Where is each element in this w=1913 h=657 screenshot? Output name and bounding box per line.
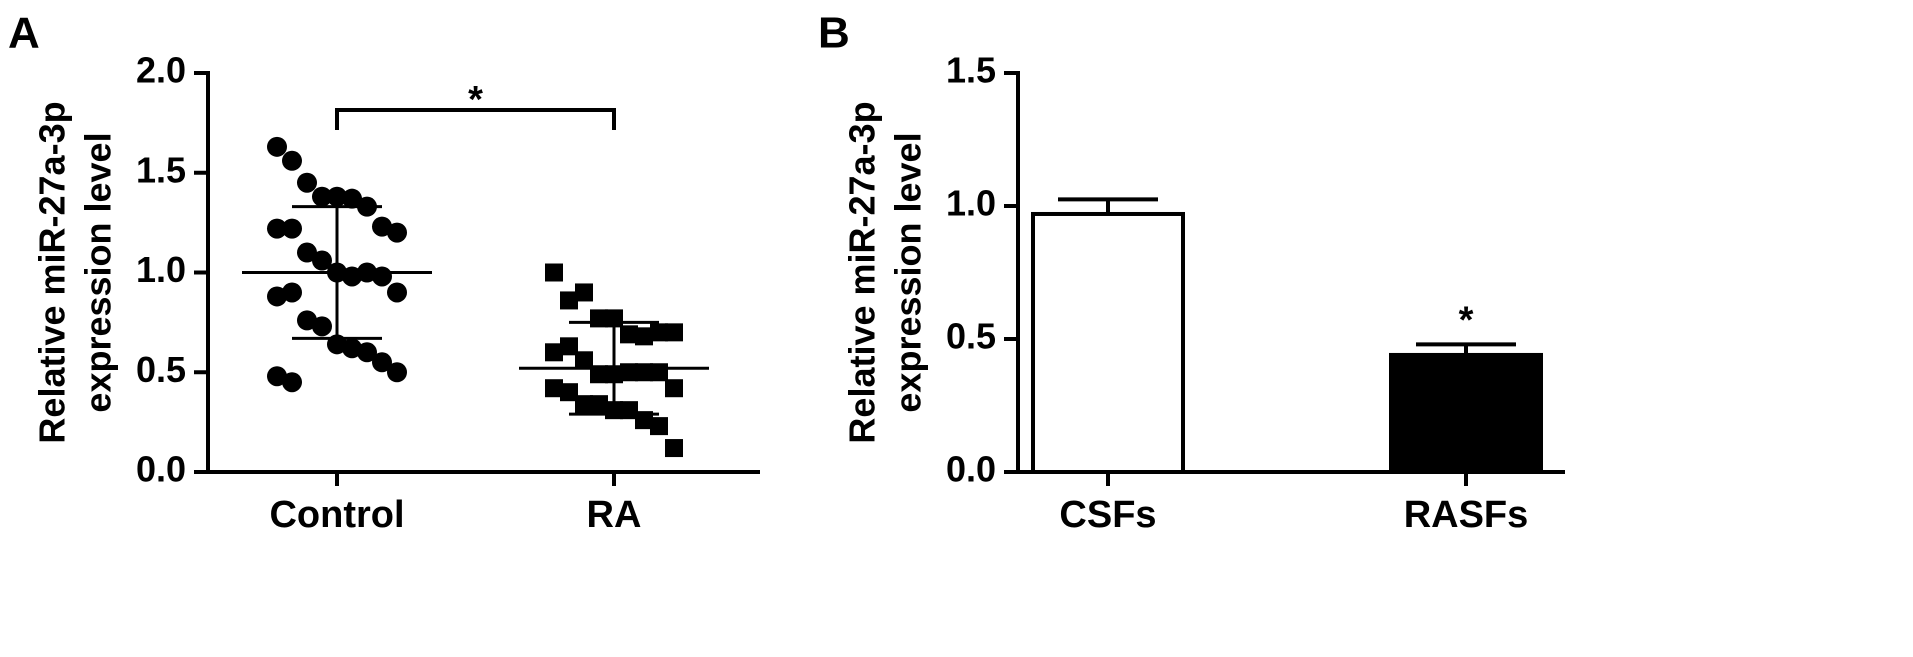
data-point <box>297 172 317 193</box>
y-axis-label: Relative miR-27a-3p <box>32 101 73 443</box>
data-point <box>282 218 302 239</box>
y-tick-label: 2.0 <box>136 50 186 91</box>
y-axis-label: expression level <box>78 132 119 412</box>
data-point <box>312 186 332 207</box>
data-point <box>312 250 332 271</box>
data-point <box>342 338 362 359</box>
data-point <box>620 325 638 344</box>
data-point <box>387 362 407 383</box>
significance-mark: * <box>1459 299 1474 341</box>
data-point <box>282 282 302 303</box>
data-point <box>282 150 302 171</box>
x-tick-label: RA <box>587 494 642 536</box>
y-tick-label: 1.5 <box>946 50 996 91</box>
data-point <box>267 286 287 307</box>
panel-letter: B <box>818 9 850 58</box>
data-point <box>267 136 287 157</box>
data-point <box>560 337 578 356</box>
y-tick-label: 1.0 <box>946 183 996 224</box>
data-point <box>665 379 683 398</box>
y-tick-label: 1.5 <box>136 149 186 190</box>
data-point <box>372 352 392 373</box>
y-tick-label: 1.0 <box>136 249 186 290</box>
data-point <box>357 342 377 363</box>
data-point <box>297 310 317 331</box>
y-tick-label: 0.0 <box>136 449 186 490</box>
data-point <box>282 372 302 393</box>
data-point <box>372 266 392 287</box>
data-point <box>545 343 563 362</box>
y-tick-label: 0.5 <box>946 316 996 357</box>
data-point <box>545 263 563 282</box>
data-point <box>545 379 563 398</box>
data-point <box>575 351 593 370</box>
data-point <box>387 222 407 243</box>
significance-bracket <box>335 108 616 130</box>
data-point <box>372 216 392 237</box>
data-point <box>560 383 578 402</box>
data-point <box>297 242 317 263</box>
data-point <box>650 323 668 342</box>
data-point <box>327 186 347 207</box>
bar <box>1031 211 1185 474</box>
panel-letter: A <box>8 9 40 58</box>
x-tick-label: RASFs <box>1404 494 1529 536</box>
data-point <box>267 218 287 239</box>
data-point <box>650 363 668 382</box>
data-point <box>575 395 593 414</box>
y-axis-label: Relative miR-27a-3p <box>842 101 883 443</box>
significance-mark: * <box>468 79 483 121</box>
y-tick-label: 0.0 <box>946 449 996 490</box>
y-axis-label: expression level <box>888 132 929 412</box>
data-point <box>342 188 362 209</box>
data-point <box>650 417 668 436</box>
data-point <box>590 395 608 414</box>
x-tick-label: Control <box>269 494 404 536</box>
data-point <box>387 282 407 303</box>
data-point <box>312 316 332 337</box>
bar <box>1389 352 1543 474</box>
data-point <box>267 366 287 387</box>
x-tick-label: CSFs <box>1059 494 1156 536</box>
y-tick-label: 0.5 <box>136 349 186 390</box>
data-point <box>665 323 683 342</box>
data-point <box>575 283 593 302</box>
data-point <box>560 291 578 310</box>
data-point <box>635 327 653 346</box>
data-point <box>665 439 683 458</box>
